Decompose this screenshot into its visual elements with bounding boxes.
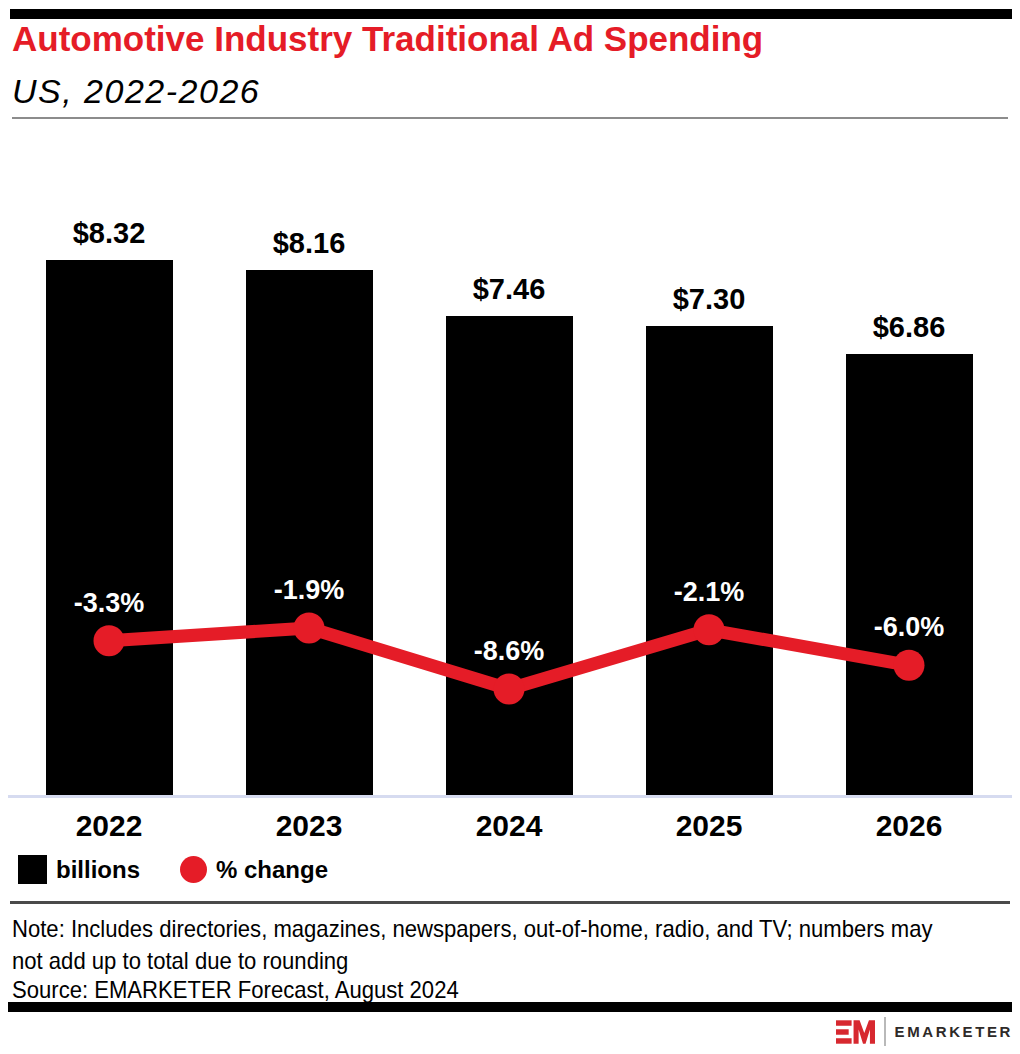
legend-swatch-pct-change [180,856,207,883]
legend-divider [10,901,1010,904]
brand-footer: EMARKETER [836,1017,1013,1046]
pct-point-2023 [294,612,325,643]
pct-point-2022 [94,625,125,656]
legend-swatch-billions [18,855,47,884]
pct-label-2026: -6.0% [874,613,945,641]
source-text: Source: EMARKETER Forecast, August 2024 [12,974,950,1006]
emarketer-logo-icon [836,1020,875,1044]
note-text: Note: Includes directories, magazines, n… [12,913,950,976]
pct-label-2025: -2.1% [674,578,745,606]
pct-change-line-layer [0,0,1020,1054]
legend: billions % change [18,855,328,884]
bottom-accent-bar [8,1002,1012,1012]
x-axis-line [8,795,1012,798]
chart-card: Automotive Industry Traditional Ad Spend… [0,0,1020,1054]
pct-label-2022: -3.3% [74,589,145,617]
pct-label-2024: -8.6% [474,637,545,665]
brand-name: EMARKETER [895,1023,1013,1040]
pct-point-2026 [894,650,925,681]
logo-divider [884,1017,886,1046]
bar-line-chart: $8.322022$8.162023$7.462024$7.302025$6.8… [0,0,1020,1054]
legend-label-pct-change: % change [216,856,328,884]
legend-label-billions: billions [56,856,140,884]
pct-label-2023: -1.9% [274,576,345,604]
pct-point-2025 [694,614,725,645]
pct-point-2024 [494,673,525,704]
